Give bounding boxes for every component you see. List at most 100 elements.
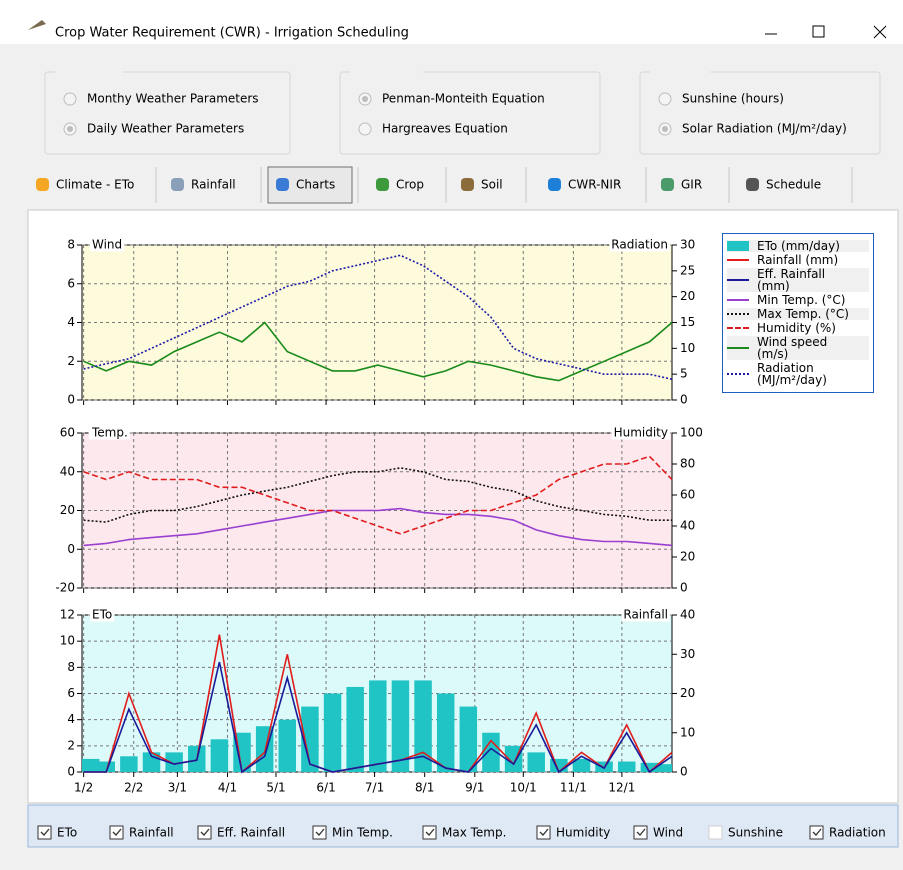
bar [391,680,410,772]
toolbar-button[interactable]: CWR-NIR [568,178,621,192]
legend-label: Rainfall (mm) [757,253,839,267]
legend-label: Eff. Rainfall (mm) [757,267,826,293]
group-box [639,71,881,155]
toolbar-icon[interactable] [376,178,389,191]
legend-swatch [727,241,749,251]
legend-swatch [727,259,749,261]
checkbox[interactable] [422,825,437,840]
legend-swatch [727,327,749,329]
group-box [44,71,291,155]
toolbar-icon[interactable] [661,178,674,191]
label-bg [90,607,115,622]
series-line [83,455,673,535]
series-line [83,254,673,381]
checkmark [812,828,822,836]
checkmark [40,828,50,836]
x-tick-label: 10/1 [510,781,537,795]
legend-entry: Wind speed (m/s) [727,336,869,360]
x-tick-label: 8/1 [415,781,434,795]
toolbar-icon[interactable] [36,178,49,191]
legend-entry: Max Temp. (°C) [727,308,869,320]
toolbar-button[interactable]: Soil [481,178,503,192]
checkmark [539,828,549,836]
y2-tick-label: 0 [680,765,688,779]
checkbox-label[interactable]: Rainfall [129,826,174,840]
checkbox[interactable] [109,825,124,840]
y-tick-label: 20 [60,503,75,517]
x-tick-label: 1/2 [74,781,93,795]
radio-dot [362,96,368,102]
checkbox-label[interactable]: Eff. Rainfall [217,826,285,840]
checkbox-label[interactable]: Max Temp. [442,826,506,840]
radio[interactable] [63,92,77,106]
y2-tick-label: 5 [680,367,688,381]
y-tick-label: 2 [67,738,75,752]
bar [323,693,342,772]
toolbar-button[interactable]: Rainfall [191,178,236,192]
bar [82,758,100,772]
checkbox-label[interactable]: Sunshine [728,826,783,840]
checkbox[interactable] [633,825,648,840]
checkbox-label[interactable]: ETo [57,826,77,840]
legend-label: Radiation (MJ/m²/day) [757,361,827,387]
y-tick-label: 6 [67,686,75,700]
legend-entry: Eff. Rainfall (mm) [727,268,869,292]
y2-tick-label: 30 [680,647,695,661]
toolbar-icon[interactable] [746,178,759,191]
checkbox[interactable] [809,825,824,840]
checkbox[interactable] [708,825,723,840]
radio-label: Hargreaves Equation [382,122,508,136]
checkbox[interactable] [312,825,327,840]
x-tick-label: 9/1 [465,781,484,795]
toolbar-icon[interactable] [461,178,474,191]
y-tick-label: 60 [60,426,75,440]
toolbar-button[interactable]: Schedule [766,178,821,192]
bar [482,732,500,772]
y-tick-label: 6 [67,276,75,290]
label-bg [611,425,670,440]
checkbox[interactable] [536,825,551,840]
toolbar-button[interactable]: Charts [296,178,335,192]
y2-tick-label: 20 [680,289,695,303]
legend-swatch [727,347,749,349]
radio[interactable] [358,122,372,136]
legend-label: ETo (mm/day) [757,239,840,253]
toolbar-icon[interactable] [171,178,184,191]
legend-entry: Humidity (%) [727,322,869,334]
checkbox-label[interactable]: Radiation [829,826,886,840]
close[interactable] [873,25,887,39]
checkmark [200,828,210,836]
checkbox-label[interactable]: Wind [653,826,683,840]
checkbox-label[interactable]: Min Temp. [332,826,393,840]
y2-tick-label: 0 [680,393,688,407]
label-bg [621,607,670,622]
checkbox[interactable] [197,825,212,840]
checkbox-label[interactable]: Humidity [556,826,610,840]
group-title-bg [55,65,123,79]
toolbar-icon[interactable] [548,178,561,191]
radio[interactable] [658,92,672,106]
group-title-bg [350,65,424,79]
bar [459,706,478,772]
axis-label: Temp. [91,426,128,440]
y2-tick-label: 0 [680,581,688,595]
toolbar-button[interactable]: Climate - ETo [56,178,134,192]
bar [120,756,138,772]
y2-tick-label: 25 [680,263,695,277]
toolbar-icon[interactable] [276,178,289,191]
y2-tick-label: 100 [680,426,703,440]
x-tick-label: 2/2 [124,781,143,795]
checkbox[interactable] [37,825,52,840]
y-tick-label: 8 [67,238,75,252]
legend: ETo (mm/day) Rainfall (mm) Eff. Rainfall (… [722,233,874,393]
y-tick-label: 8 [67,660,75,674]
y2-tick-label: 10 [680,725,695,739]
x-tick-label: 4/1 [218,781,237,795]
toolbar-button[interactable]: Crop [396,178,424,192]
legend-swatch [727,279,749,281]
y2-tick-label: 20 [680,686,695,700]
maximize[interactable] [812,25,825,38]
radio-label: Daily Weather Parameters [87,122,244,136]
toolbar-button[interactable]: GIR [681,178,702,192]
checkmark [315,828,325,836]
